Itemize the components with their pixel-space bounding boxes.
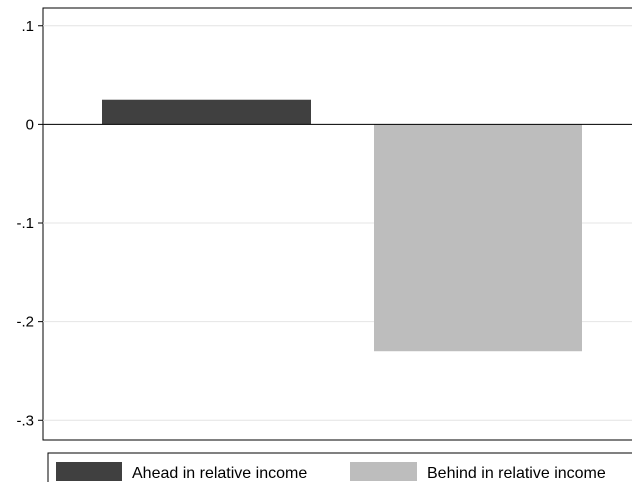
legend-swatch-ahead [56,462,122,481]
legend-label-behind: Behind in relative income [427,465,606,482]
y-tick-label: 0 [26,116,34,133]
y-tick-label: -.2 [16,314,34,331]
y-tick-label: .1 [21,18,34,35]
bars [102,99,582,352]
y-tick-label: -.3 [16,412,34,429]
y-tick-label: -.1 [16,215,34,232]
legend-box [47,452,632,482]
legend-swatch-behind [350,462,417,481]
legend: Ahead in relative income Behind in relat… [47,452,632,482]
legend-label-ahead: Ahead in relative income [132,465,307,482]
bar-behind [374,124,582,352]
y-axis: .1 0 -.1 -.2 -.3 [16,18,43,429]
bar-ahead [102,99,311,125]
